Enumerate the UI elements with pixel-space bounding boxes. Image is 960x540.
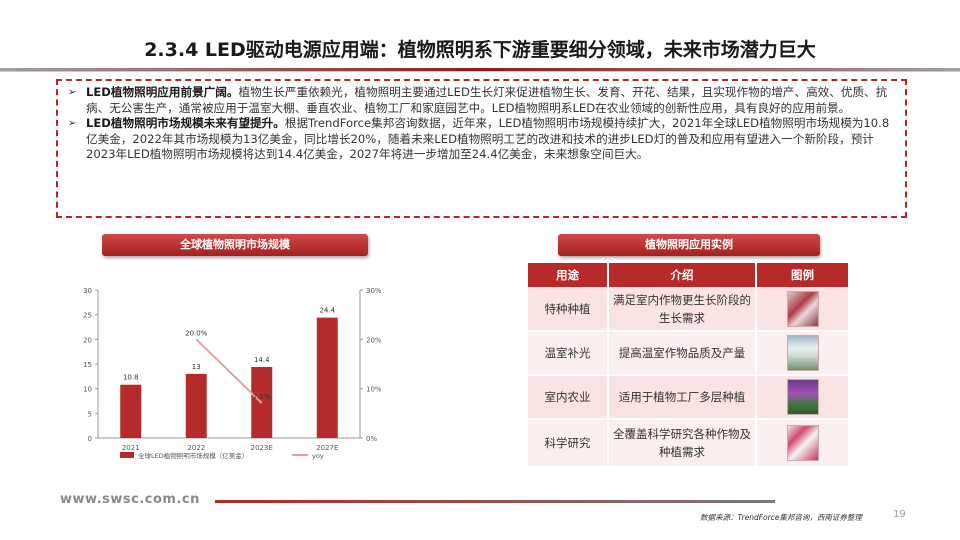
market-size-chart-svg: 0 5 10 15 20 25 30 0% 10% 20% 30% 10.8 13 14.4 24.4 202…	[83, 287, 382, 460]
plant-photo-image	[786, 290, 819, 327]
title-divider-thin	[0, 71, 960, 72]
chart-section-label: 全球植物照明市场规模	[102, 234, 368, 256]
bullet-arrow-icon: ➢	[68, 118, 77, 130]
row-image-cell	[756, 375, 848, 420]
table-row: 科学研究 全覆盖科学研究各种作物及种植需求	[528, 419, 848, 468]
table-header-row: 用途 介绍 图例	[528, 263, 848, 287]
footer-website[interactable]: www.swsc.com.cn	[60, 492, 200, 507]
paragraph-1-body: 植物生长严重依赖光，植物照明主要通过LED生长灯来促进植物生长、发育、开花、结果…	[86, 85, 888, 115]
paragraph-1-lead: LED植物照明应用前景广阔。	[86, 85, 239, 99]
yoy-line	[195, 338, 263, 404]
y-tick-label-right: 0%	[366, 435, 377, 443]
row-use: 室内农业	[528, 375, 609, 420]
y-tick-label-left: 15	[83, 361, 92, 369]
paragraph-2-lead: LED植物照明市场规模未来有望提升。	[86, 116, 285, 131]
y-tick-label-left: 10	[83, 386, 92, 394]
paragraph-2: ➢ LED植物照明市场规模未来有望提升。根据TrendForce集邦咨询数据，近…	[68, 116, 897, 163]
paragraph-2-body: 根据TrendForce集邦咨询数据，近年来，LED植物照明市场规模持续扩大，2…	[86, 116, 890, 162]
bar	[185, 373, 207, 438]
table-row: 特种种植 满足室内作物更生长阶段的生长需求	[528, 287, 848, 332]
table-row: 温室补光 提高温室作物品质及产量	[528, 331, 848, 376]
legend-line-label: yoy	[312, 452, 324, 460]
y-tick-label-left: 25	[83, 312, 92, 320]
y-tick-label-right: 20%	[366, 336, 382, 344]
y-tick-label-left: 20	[83, 336, 92, 344]
paragraph-2-text: LED植物照明市场规模未来有望提升。根据TrendForce集邦咨询数据，近年来…	[86, 116, 897, 163]
table-row: 室内农业 适用于植物工厂多层种植	[528, 375, 848, 420]
table-section-label: 植物照明应用实例	[558, 234, 820, 256]
legend-bar-label: 全球LED植物照明市场规模（亿美金）	[138, 451, 248, 460]
paragraph-1-text: LED植物照明应用前景广阔。植物生长严重依赖光，植物照明主要通过LED生长灯来促…	[86, 85, 897, 116]
x-tick-label: 2023E	[251, 444, 273, 452]
data-source-note: 数据来源：TrendForce集邦咨询，西南证券整理	[700, 513, 862, 522]
footer-divider	[215, 500, 775, 503]
bullet-arrow-icon: ➢	[68, 87, 77, 98]
slide-title: 2.3.4 LED驱动电源应用端：植物照明系下游重要细分领域，未来市场潜力巨大	[144, 39, 816, 61]
market-size-chart: 0 5 10 15 20 25 30 0% 10% 20% 30% 10.8 13 14.4 24.4 202…	[60, 280, 410, 470]
research-photo-image	[786, 425, 819, 461]
bar-value-label: 14.4	[254, 356, 270, 364]
row-image-cell	[756, 331, 848, 376]
application-table: 用途 介绍 图例 特种种植 满足室内作物更生长阶段的生长需求 温室补光 提高温室…	[528, 263, 848, 468]
indoor-farm-photo-image	[786, 379, 819, 415]
y-tick-label-right: 10%	[366, 386, 382, 394]
title-divider	[0, 68, 960, 71]
paragraph-1: ➢ LED植物照明应用前景广阔。植物生长严重依赖光，植物照明主要通过LED生长灯…	[68, 85, 897, 116]
x-tick-label: 2027E	[316, 444, 338, 452]
x-tick-label: 2021	[122, 444, 140, 452]
row-image-cell	[756, 287, 848, 332]
table-header-intro: 介绍	[608, 263, 757, 287]
table-header-image: 图例	[756, 263, 848, 287]
yoy-value-label: 7.1%	[253, 393, 271, 401]
y-tick-label-right: 30%	[366, 287, 382, 295]
row-intro: 适用于植物工厂多层种植	[608, 375, 757, 420]
legend-bar-swatch	[120, 452, 134, 458]
x-tick-label: 2022	[187, 444, 205, 452]
row-intro: 提高温室作物品质及产量	[608, 331, 757, 376]
slide-title-bar: 2.3.4 LED驱动电源应用端：植物照明系下游重要细分领域，未来市场潜力巨大	[0, 34, 960, 66]
y-tick-label-left: 30	[83, 287, 92, 295]
row-use: 温室补光	[528, 331, 609, 376]
bar-value-label: 10.8	[123, 374, 139, 382]
row-intro: 全覆盖科学研究各种作物及种植需求	[608, 419, 757, 468]
y-tick-label-left: 5	[88, 410, 92, 418]
summary-box: ➢ LED植物照明应用前景广阔。植物生长严重依赖光，植物照明主要通过LED生长灯…	[56, 79, 907, 218]
bar	[316, 317, 338, 438]
bar	[120, 384, 142, 438]
row-use: 特种种植	[528, 287, 609, 332]
row-intro: 满足室内作物更生长阶段的生长需求	[608, 287, 757, 332]
row-use: 科学研究	[528, 419, 609, 468]
row-image-cell	[756, 419, 848, 468]
yoy-value-label: 20.0%	[185, 329, 208, 337]
bar-value-label: 24.4	[319, 307, 335, 315]
bar-value-label: 13	[192, 363, 201, 371]
page-number: 19	[893, 509, 906, 520]
y-tick-label-left: 0	[88, 435, 92, 443]
table-header-use: 用途	[528, 263, 609, 287]
greenhouse-photo-image	[786, 335, 819, 371]
